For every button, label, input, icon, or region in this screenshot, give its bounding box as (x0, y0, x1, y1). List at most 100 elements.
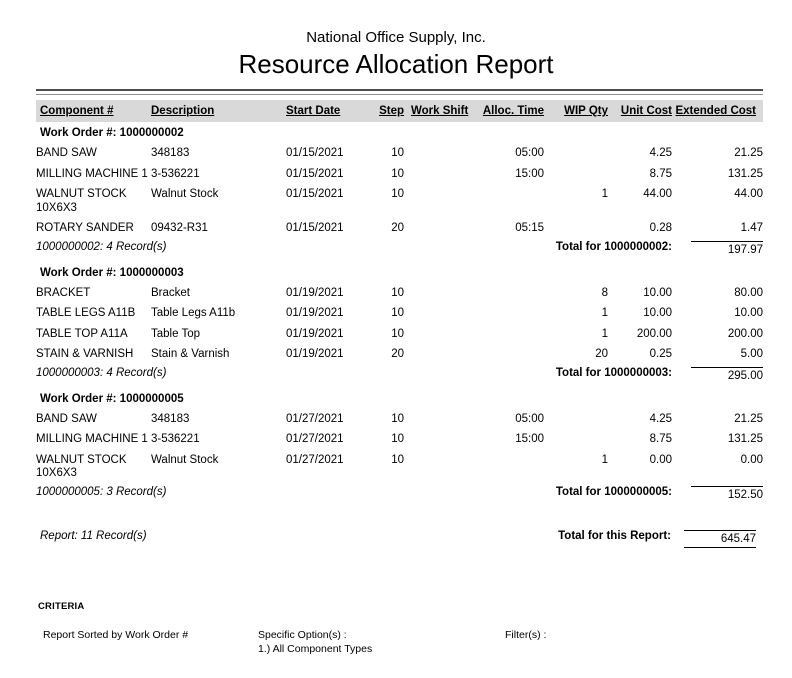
col-header-alloc-time: Alloc. Time (476, 100, 544, 122)
criteria-row: Report Sorted by Work Order # Specific O… (38, 629, 763, 669)
cell-description: Table Top (151, 327, 201, 340)
group-total-cell: 152.50 (672, 484, 763, 504)
cell-component: WALNUT STOCK 10X6X3 (36, 453, 127, 480)
report-table: Component # Description Start Date Step … (36, 100, 763, 549)
col-header-component: Component # (36, 100, 151, 122)
cell-step: 10 (391, 286, 404, 299)
cell-start-date: 01/19/2021 (286, 286, 344, 299)
cell-alloc-time (476, 184, 544, 218)
cell-work-shift (404, 344, 476, 365)
cell-work-shift (404, 283, 476, 304)
cell-extended-cost: 0.00 (740, 453, 763, 466)
cell-alloc-time: 05:00 (515, 412, 544, 425)
group-total-label: Total for 1000000003: (555, 366, 672, 379)
cell-extended-cost: 21.25 (734, 147, 763, 159)
cell-description: Walnut Stock (151, 453, 219, 466)
cell-extended-cost: 131.25 (727, 167, 763, 180)
cell-description: Walnut Stock (151, 188, 219, 200)
cell-work-shift (404, 164, 476, 185)
cell-unit-cost: 10.00 (643, 286, 672, 299)
cell-alloc-time (476, 324, 544, 345)
group-total-value: 152.50 (691, 485, 763, 501)
cell-work-shift (404, 450, 476, 484)
cell-work-shift (404, 429, 476, 450)
report-total-label: Total for this Report: (558, 529, 671, 542)
col-header-extended-cost: Extended Cost (672, 100, 763, 122)
cell-step: 10 (391, 188, 404, 200)
page-title: Resource Allocation Report (238, 49, 554, 79)
cell-step: 10 (391, 307, 404, 319)
cell-unit-cost: 4.25 (649, 147, 672, 159)
criteria-specific-options: Specific Option(s) : 1.) All Component T… (258, 629, 372, 656)
group-total-label: Total for 1000000005: (555, 485, 672, 498)
cell-start-date: 01/15/2021 (286, 167, 344, 180)
cell-start-date: 01/27/2021 (286, 433, 344, 445)
table-body: Work Order #: 1000000002 BAND SAW 348183 01… (36, 122, 763, 549)
cell-wip-qty: 20 (595, 348, 608, 360)
criteria-heading: CRITERIA (38, 601, 85, 612)
group-total-cell: 197.97 (672, 239, 763, 259)
cell-step: 10 (391, 453, 404, 466)
cell-alloc-time (476, 344, 544, 365)
cell-wip-qty: 1 (601, 188, 608, 200)
group-record-count: 1000000003: 4 Record(s) (36, 366, 167, 379)
col-header-description: Description (151, 100, 286, 122)
cell-extended-cost: 44.00 (734, 188, 763, 200)
work-order-header-row: Work Order #: 1000000003 (36, 259, 763, 283)
cell-component: TABLE LEGS A11B (36, 307, 136, 319)
cell-step: 10 (391, 327, 404, 340)
cell-work-shift (404, 184, 476, 218)
cell-description: 348183 (151, 412, 190, 425)
cell-step: 20 (391, 348, 404, 360)
table-row: BRACKET Bracket 01/19/2021 10 8 10.00 80.00 (36, 283, 763, 304)
cell-step: 10 (391, 433, 404, 445)
cell-start-date: 01/15/2021 (286, 222, 344, 234)
cell-extended-cost: 5.00 (740, 348, 763, 360)
company-name: National Office Supply, Inc. (306, 29, 486, 46)
report-total-cell: 645.47 (672, 504, 763, 549)
group-total-cell: 295.00 (672, 365, 763, 385)
cell-step: 10 (391, 167, 404, 180)
report-total-value: 645.47 (684, 529, 756, 548)
cell-start-date: 01/15/2021 (286, 188, 344, 200)
table-row: MILLING MACHINE 1 3-536221 01/15/2021 10 15:… (36, 164, 763, 185)
table-row: MILLING MACHINE 1 3-536221 01/27/2021 10 15:… (36, 429, 763, 450)
cell-description: 3-536221 (151, 433, 200, 445)
cell-wip-qty: 8 (601, 286, 608, 299)
group-total-row: 1000000005: 3 Record(s) Total for 1000000… (36, 484, 763, 504)
group-record-count: 1000000002: 4 Record(s) (36, 240, 167, 253)
group-total-label: Total for 1000000002: (555, 240, 672, 253)
cell-unit-cost: 8.75 (649, 167, 672, 180)
cell-alloc-time: 05:00 (515, 147, 544, 159)
cell-unit-cost: 0.28 (649, 222, 672, 234)
cell-start-date: 01/19/2021 (286, 327, 344, 340)
table-row: ROTARY SANDER 09432-R31 01/15/2021 20 05:15 0… (36, 218, 763, 239)
criteria-section: CRITERIA Report Sorted by Work Order # S… (38, 601, 763, 669)
table-row: STAIN & VARNISH Stain & Varnish 01/19/2021… (36, 344, 763, 365)
report-body: Component # Description Start Date Step … (36, 89, 763, 549)
cell-extended-cost: 200.00 (727, 327, 763, 340)
cell-component: MILLING MACHINE 1 (36, 167, 148, 180)
group-total-value: 295.00 (691, 366, 763, 382)
table-row: BAND SAW 348183 01/15/2021 10 05:00 4.25 21.25 (36, 143, 763, 164)
table-header: Component # Description Start Date Step … (36, 100, 763, 122)
cell-unit-cost: 8.75 (649, 433, 672, 445)
cell-step: 20 (391, 222, 404, 234)
cell-extended-cost: 80.00 (734, 286, 763, 299)
cell-start-date: 01/27/2021 (286, 453, 344, 466)
cell-description: Table Legs A11b (151, 307, 236, 319)
cell-alloc-time: 05:15 (515, 222, 544, 234)
cell-work-shift (404, 143, 476, 164)
cell-component: STAIN & VARNISH (36, 348, 134, 360)
cell-alloc-time (476, 450, 544, 484)
header-rule (36, 89, 763, 95)
cell-wip-qty: 1 (601, 327, 608, 340)
table-header-row: Component # Description Start Date Step … (36, 100, 763, 122)
criteria-specific-option-item: 1.) All Component Types (258, 642, 373, 655)
cell-description: 09432-R31 (151, 222, 208, 234)
work-order-label: Work Order #: 1000000003 (40, 266, 184, 279)
cell-component: ROTARY SANDER (36, 222, 134, 234)
table-row: BAND SAW 348183 01/27/2021 10 05:00 4.25 21.25 (36, 409, 763, 430)
cell-wip-qty (544, 429, 608, 450)
